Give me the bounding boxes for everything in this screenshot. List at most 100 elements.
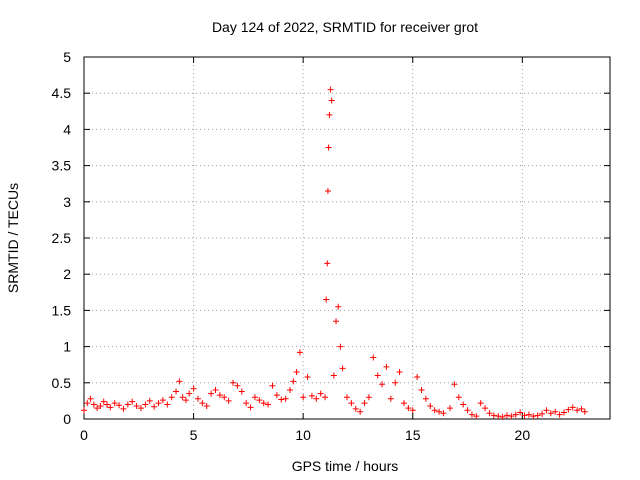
data-point bbox=[409, 407, 416, 414]
data-point bbox=[81, 407, 87, 414]
data-point bbox=[525, 411, 532, 418]
data-point bbox=[392, 379, 399, 386]
data-point bbox=[556, 411, 563, 418]
data-point bbox=[212, 387, 219, 394]
data-point bbox=[111, 400, 118, 407]
data-point bbox=[104, 401, 111, 408]
data-point bbox=[335, 303, 342, 310]
data-point bbox=[208, 390, 215, 397]
data-point bbox=[199, 400, 206, 407]
y-tick-label: 0 bbox=[63, 411, 71, 427]
data-point bbox=[269, 382, 276, 389]
data-point bbox=[581, 408, 588, 415]
data-point bbox=[508, 413, 515, 420]
data-point bbox=[396, 368, 403, 375]
data-point bbox=[422, 395, 429, 402]
data-point bbox=[486, 410, 493, 417]
data-point bbox=[477, 400, 484, 407]
data-point bbox=[97, 402, 104, 409]
data-point bbox=[468, 411, 475, 418]
y-axis-label: SRMTID / TECUs bbox=[5, 183, 21, 293]
data-point bbox=[436, 408, 443, 415]
x-tick-labels: 0 5 10 15 20 bbox=[80, 427, 530, 443]
data-point bbox=[447, 405, 454, 412]
data-point bbox=[327, 86, 334, 93]
data-point bbox=[569, 404, 576, 411]
y-tick-label: 1.5 bbox=[52, 302, 72, 318]
data-point bbox=[146, 397, 153, 404]
data-point bbox=[503, 412, 510, 419]
data-point bbox=[431, 407, 438, 414]
data-point bbox=[296, 349, 303, 356]
data-point bbox=[313, 395, 320, 402]
data-point bbox=[534, 412, 541, 419]
data-point bbox=[330, 372, 337, 379]
data-point bbox=[530, 413, 537, 420]
data-point bbox=[287, 387, 294, 394]
data-point bbox=[142, 401, 149, 408]
data-points bbox=[81, 86, 588, 420]
data-point bbox=[243, 400, 250, 407]
data-point bbox=[94, 405, 101, 412]
data-point bbox=[251, 394, 258, 401]
data-point bbox=[482, 405, 489, 412]
data-point bbox=[203, 402, 210, 409]
data-point bbox=[247, 404, 254, 411]
data-point bbox=[173, 388, 180, 395]
data-point bbox=[414, 374, 421, 381]
data-point bbox=[300, 394, 307, 401]
data-point bbox=[84, 400, 91, 407]
data-point bbox=[260, 400, 267, 407]
data-point bbox=[521, 412, 528, 419]
data-point bbox=[387, 395, 394, 402]
data-point bbox=[182, 397, 189, 404]
data-point bbox=[308, 392, 315, 399]
data-point bbox=[560, 409, 567, 416]
data-point bbox=[293, 368, 300, 375]
data-point bbox=[333, 318, 340, 325]
data-point bbox=[190, 385, 197, 392]
data-point bbox=[400, 400, 407, 407]
data-point bbox=[90, 401, 97, 408]
data-point bbox=[234, 382, 241, 389]
chart-title: Day 124 of 2022, SRMTID for receiver gro… bbox=[212, 19, 478, 35]
data-point bbox=[273, 392, 280, 399]
x-tick-label: 20 bbox=[515, 427, 531, 443]
data-point bbox=[512, 411, 519, 418]
data-point bbox=[490, 412, 497, 419]
data-point bbox=[155, 400, 162, 407]
data-point bbox=[383, 363, 390, 370]
data-point bbox=[107, 404, 114, 411]
data-point bbox=[547, 410, 554, 417]
data-point bbox=[539, 410, 546, 417]
y-tick-label: 4 bbox=[63, 121, 71, 137]
data-point bbox=[194, 395, 201, 402]
x-tick-label: 5 bbox=[190, 427, 198, 443]
data-point bbox=[517, 409, 524, 416]
data-point bbox=[455, 394, 462, 401]
data-point bbox=[278, 396, 285, 403]
data-point bbox=[464, 407, 471, 414]
data-point bbox=[473, 413, 480, 420]
data-point bbox=[133, 402, 140, 409]
data-point bbox=[256, 397, 263, 404]
data-point bbox=[225, 397, 232, 404]
y-tick-label: 4.5 bbox=[52, 85, 72, 101]
data-point bbox=[440, 410, 447, 417]
data-point bbox=[100, 398, 107, 405]
data-point bbox=[365, 394, 372, 401]
data-point bbox=[221, 394, 228, 401]
data-point bbox=[186, 390, 193, 397]
y-tick-label: 5 bbox=[63, 49, 71, 65]
y-tick-label: 2.5 bbox=[52, 230, 72, 246]
data-point bbox=[405, 405, 412, 412]
data-point bbox=[325, 144, 332, 151]
data-point bbox=[87, 395, 94, 402]
y-tick-label: 1 bbox=[63, 339, 71, 355]
data-point bbox=[460, 401, 467, 408]
data-point bbox=[324, 187, 331, 194]
data-point bbox=[326, 111, 333, 118]
data-point bbox=[129, 398, 136, 405]
data-point bbox=[324, 260, 331, 267]
